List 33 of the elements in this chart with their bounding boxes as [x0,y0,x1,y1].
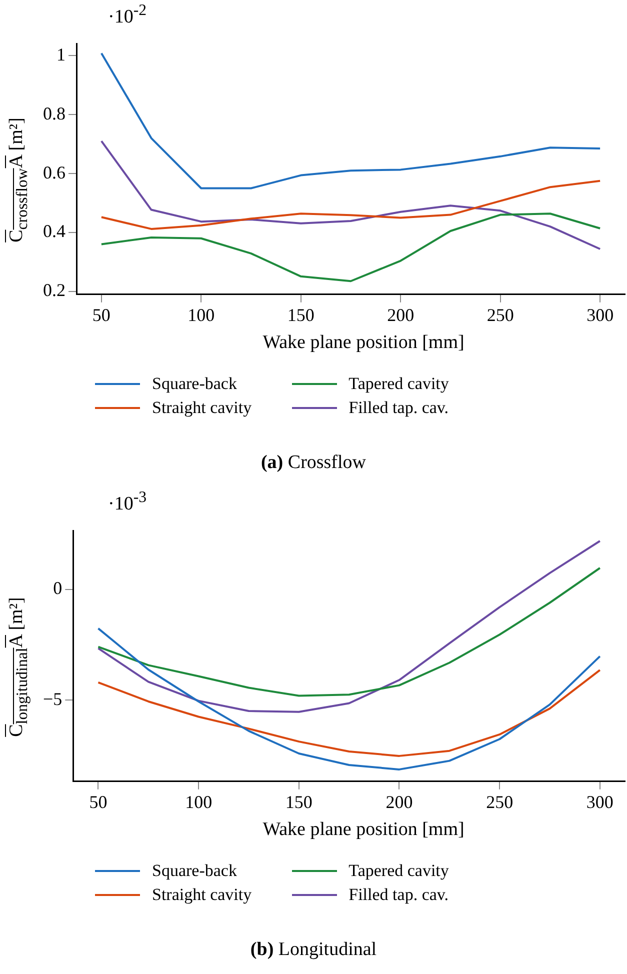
text: ·10$^{-2}$ [108,2,147,28]
y-tick-label: −5 [42,688,62,709]
x-axis-title: Wake plane position [mm] [262,332,466,354]
y-tick-label: 0.2 [43,280,66,300]
text: ·10$^{-3}$ [108,489,147,516]
x-tick-label: 200 [387,304,414,325]
x-tick-label: 150 [285,792,312,812]
y-tick-label: 1 [56,44,66,64]
x-tick-label: 150 [287,304,314,325]
x-tick-label: 250 [486,792,514,812]
x-tick-label: 100 [188,304,215,325]
legend-label: Tapered cavity [348,861,449,881]
x-axis-title: Wake plane position [mm] [262,819,466,841]
legend-label: Square-back [152,374,237,394]
legend-label: Straight cavity [152,885,252,905]
legend-label: Tapered cavity [348,374,449,394]
x-tick-label: 250 [486,304,514,325]
x-tick-label: 300 [586,304,614,325]
text: (b) Longitudinal [249,939,378,961]
x-tick-label: 200 [386,792,413,812]
legend-label: Filled tap. cav. [348,398,449,418]
x-tick-label: 50 [92,304,110,325]
y-tick-label: 0.4 [43,221,66,242]
legend-label: Square-back [152,861,237,881]
x-tick-label: 100 [185,792,212,812]
y-tick-label: 0 [53,578,62,598]
legend-label: Straight cavity [152,398,252,418]
text: (a) Crossflow [260,452,368,474]
x-tick-label: 50 [89,792,108,812]
y-tick-label: 0.6 [43,162,66,182]
x-tick-label: 300 [586,792,614,812]
y-tick-label: 0.8 [43,103,66,124]
legend-label: Filled tap. cav. [348,885,449,905]
